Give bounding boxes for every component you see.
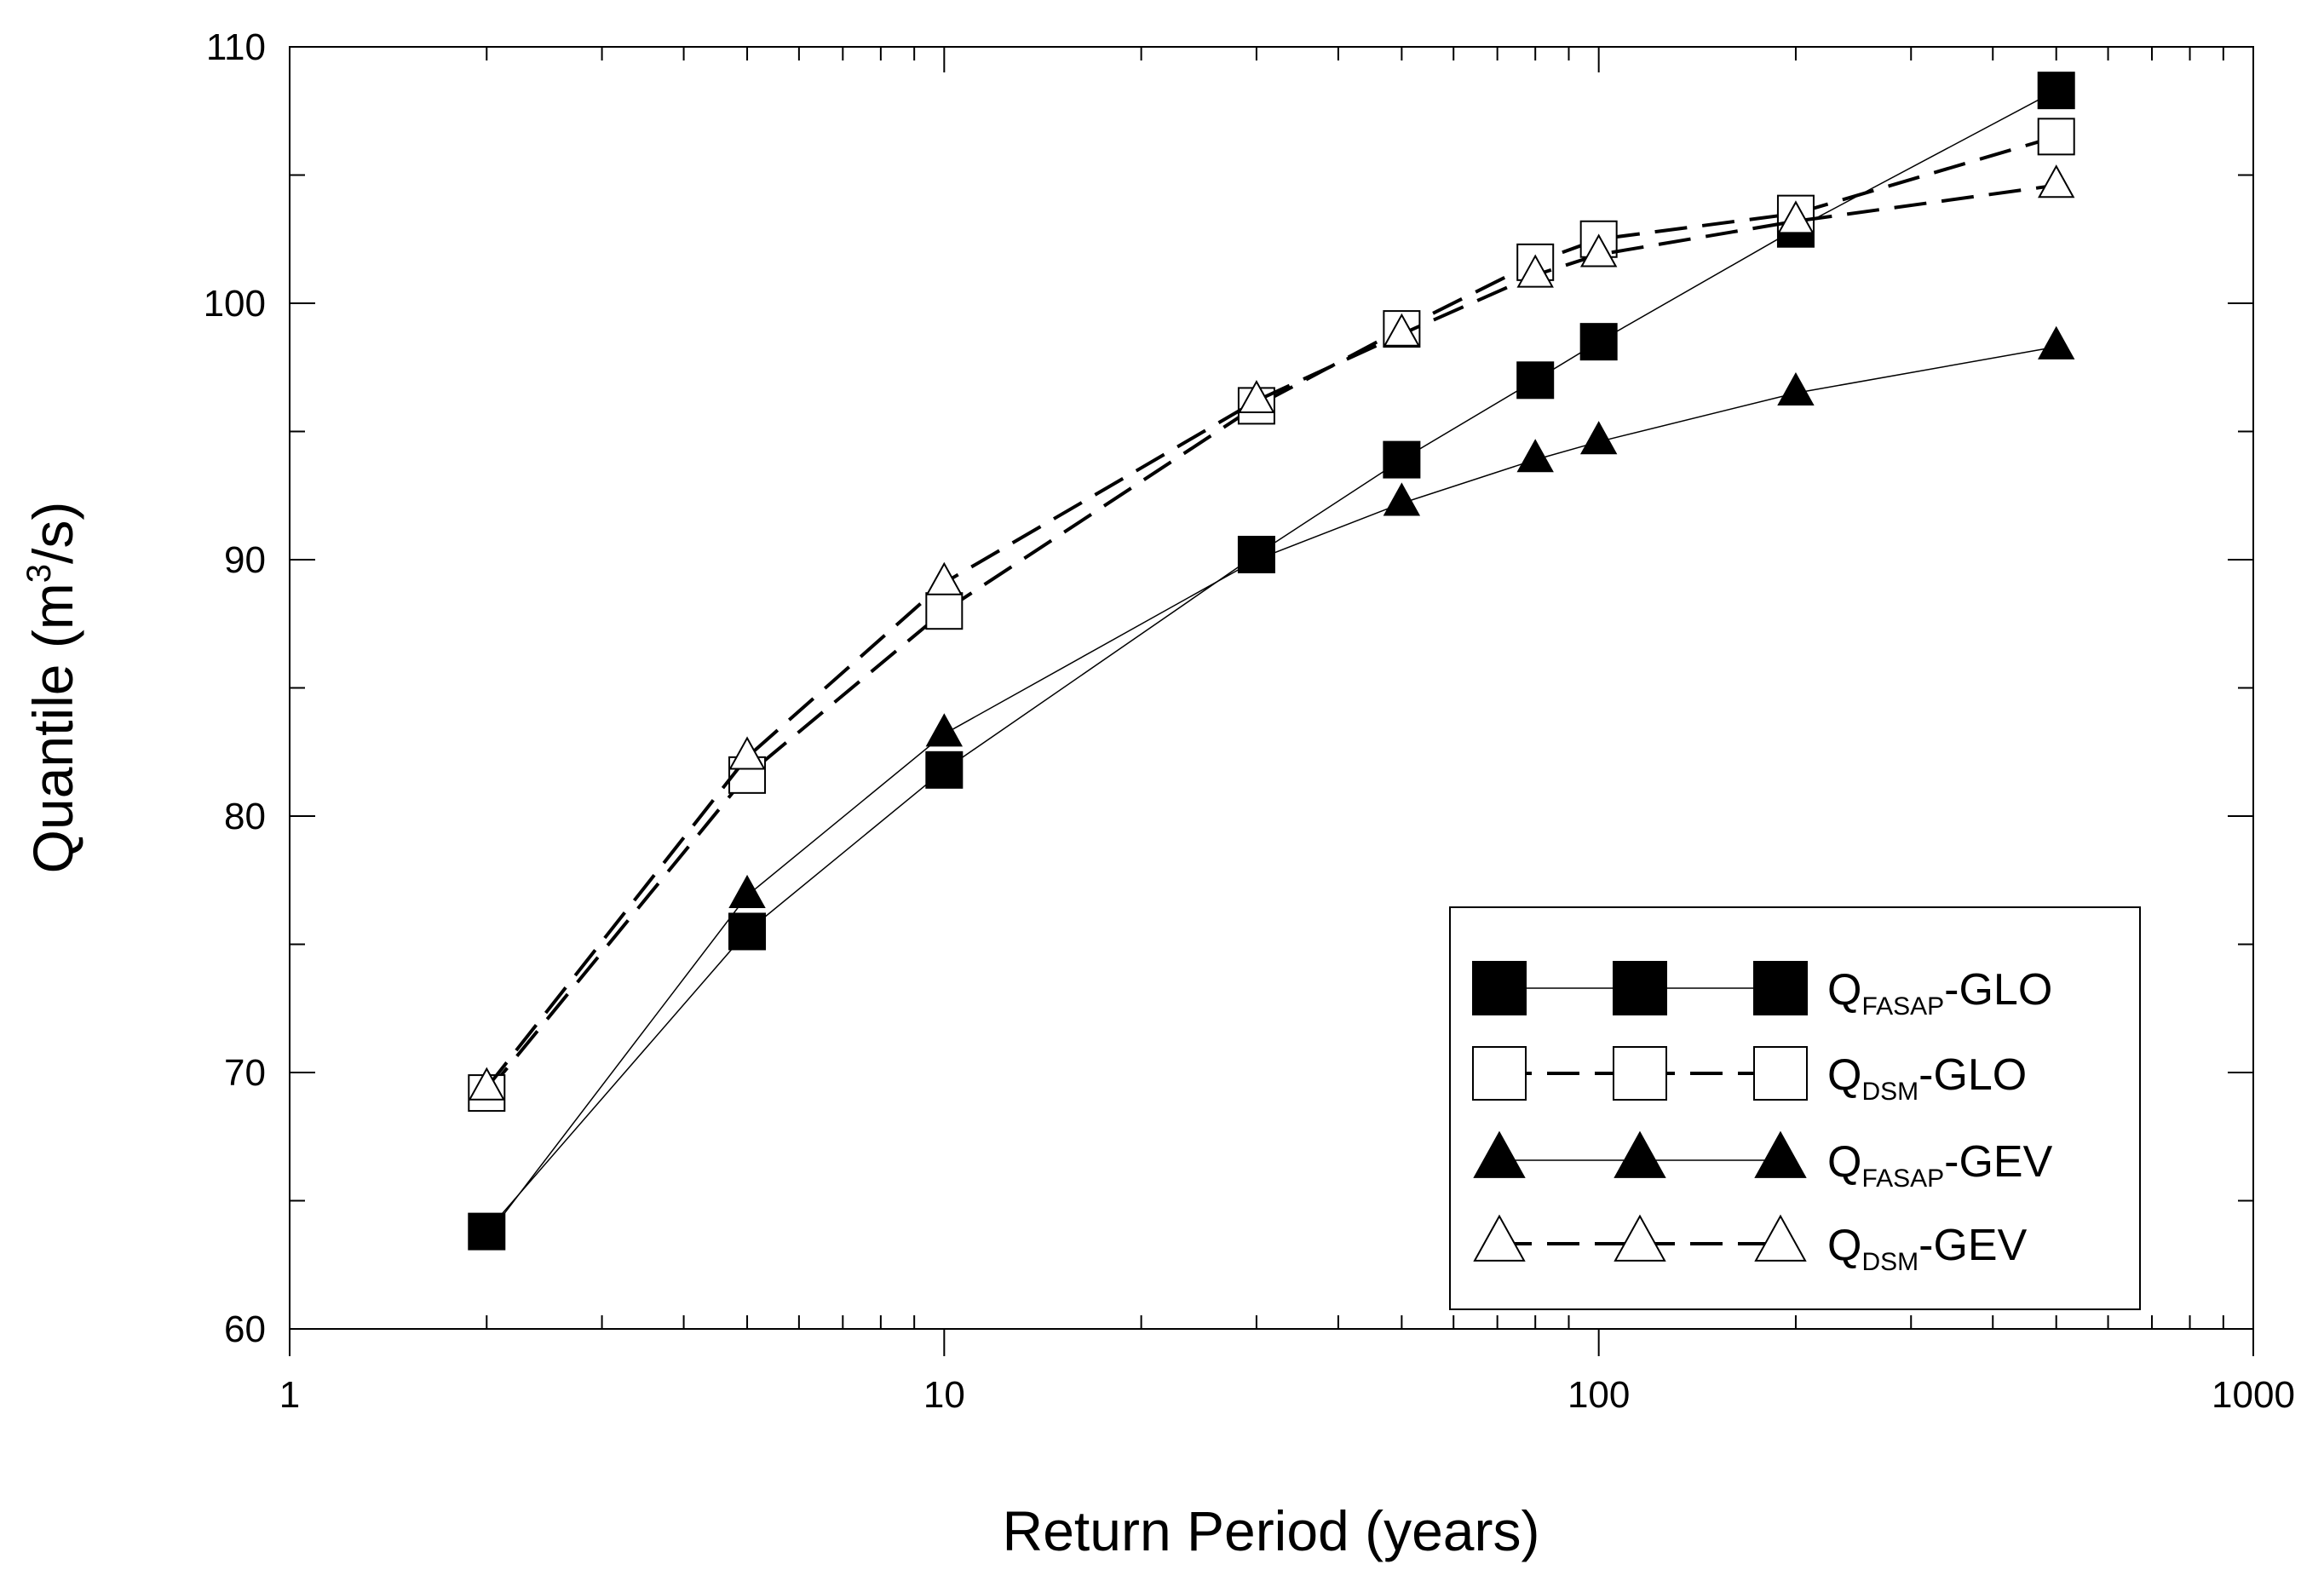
x-tick-label: 1 — [279, 1374, 300, 1416]
y-tick-label: 110 — [206, 26, 266, 68]
data-point — [728, 912, 767, 951]
data-point — [468, 1067, 505, 1101]
data-point — [925, 561, 964, 595]
legend-marker — [1472, 1046, 1527, 1101]
data-point — [1238, 538, 1275, 572]
data-point — [1579, 233, 1618, 267]
legend-label: QFASAP-GLO — [1827, 965, 2052, 1021]
data-point — [925, 750, 964, 789]
legend-marker — [1613, 961, 1667, 1015]
data-point — [468, 1216, 505, 1250]
data-point — [1777, 200, 1815, 234]
series-QDSM-GEV — [468, 164, 2075, 1101]
y-tick-label: 80 — [224, 796, 266, 837]
data-point — [1383, 482, 1421, 516]
data-point — [728, 874, 766, 908]
y-axis: 60 70 80 90 100 110 — [204, 26, 2253, 1350]
legend-marker — [1753, 961, 1808, 1015]
legend-item: QDSM-GLO — [1472, 1046, 2027, 1106]
data-point — [925, 592, 964, 630]
y-tick-label: 70 — [224, 1052, 266, 1094]
y-tick-label: 60 — [224, 1308, 266, 1350]
legend-item: QFASAP-GLO — [1472, 961, 2052, 1021]
data-point — [2038, 325, 2075, 359]
legend-marker — [1613, 1046, 1667, 1101]
legend-item: QFASAP-GEV — [1473, 1130, 2053, 1193]
x-tick-label: 100 — [1568, 1374, 1630, 1416]
y-tick-label: 100 — [204, 283, 266, 325]
legend-label: QDSM-GLO — [1827, 1050, 2027, 1106]
legend-label: QFASAP-GEV — [1827, 1137, 2053, 1193]
legend: QFASAP-GLO QDSM-GLO QFASAP-GEV QDSM-GEV — [1449, 906, 2141, 1310]
x-tick-label: 1000 — [2212, 1374, 2295, 1416]
y-axis-title-superscript: 3 — [20, 564, 58, 583]
x-tick-label: 10 — [923, 1374, 965, 1416]
data-point — [728, 736, 766, 770]
data-point — [1238, 380, 1275, 414]
legend-item: QDSM-GEV — [1473, 1214, 2028, 1276]
legend-marker — [1472, 961, 1527, 1015]
legend-marker — [1754, 1214, 1807, 1262]
data-point — [2037, 118, 2075, 156]
data-point — [2038, 164, 2075, 198]
data-point — [1516, 254, 1554, 288]
y-tick-label: 90 — [224, 539, 266, 581]
data-point — [2037, 72, 2075, 110]
legend-marker — [1614, 1130, 1666, 1178]
data-point — [1516, 361, 1555, 400]
legend-marker — [1473, 1130, 1526, 1178]
data-point — [1579, 323, 1618, 361]
x-axis: 1 10 100 1000 — [279, 47, 2295, 1416]
data-point — [1516, 439, 1554, 473]
data-point — [1383, 440, 1421, 479]
data-point — [925, 713, 964, 747]
y-axis-title: Quantile (m3/s) — [20, 502, 84, 874]
legend-marker — [1614, 1214, 1666, 1262]
legend-marker — [1473, 1214, 1526, 1262]
legend-marker — [1754, 1130, 1807, 1178]
data-point — [1777, 371, 1815, 406]
legend-marker — [1753, 1046, 1808, 1101]
x-axis-title: Return Period (years) — [1003, 1499, 1540, 1562]
series-layer — [468, 72, 2075, 1251]
data-point — [1579, 421, 1618, 455]
data-point — [1383, 313, 1421, 347]
series-QFASAP-GEV — [468, 325, 2075, 1250]
legend-label: QDSM-GEV — [1827, 1221, 2028, 1276]
